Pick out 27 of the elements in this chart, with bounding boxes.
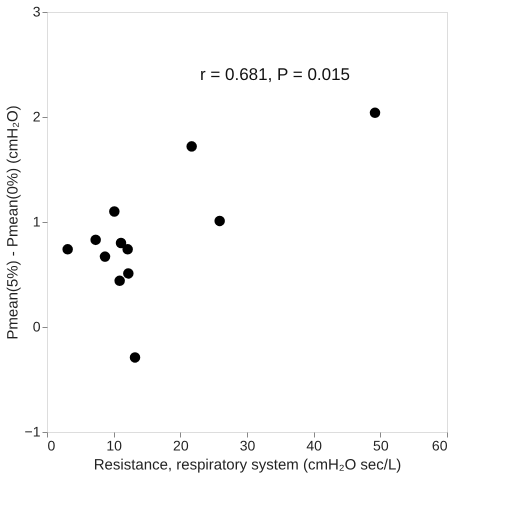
x-axis-title: Resistance, respiratory system (cmH₂O sec/L)	[94, 456, 402, 474]
point	[116, 238, 126, 248]
y-tick-label: 1	[32, 214, 41, 230]
x-tick-label: 30	[240, 438, 256, 454]
x-tick-label: 10	[106, 438, 122, 454]
x-tick-label: 20	[173, 438, 189, 454]
annotation: r = 0.681, P = 0.015	[200, 65, 350, 84]
point	[186, 141, 197, 152]
x-tick-label: 60	[432, 438, 448, 454]
y-tick-label: −1	[24, 424, 41, 440]
point	[214, 216, 225, 226]
y-tick-label: 0	[32, 318, 41, 334]
point	[370, 108, 380, 118]
y-tick-label: 3	[32, 4, 41, 20]
point	[90, 234, 101, 246]
x-tick-label: 0	[48, 438, 56, 454]
y-tick-label: 2	[32, 108, 41, 124]
point	[114, 276, 125, 286]
point	[123, 268, 134, 279]
y-axis-title: Pmean(5%) - Pmean(0%) (cmH₂O)	[4, 105, 22, 340]
point	[130, 352, 140, 363]
point	[62, 244, 73, 255]
point	[122, 244, 133, 255]
x-tick-label: 50	[373, 438, 389, 454]
point	[109, 206, 120, 217]
point	[100, 251, 110, 262]
x-tick-label: 40	[306, 438, 322, 454]
